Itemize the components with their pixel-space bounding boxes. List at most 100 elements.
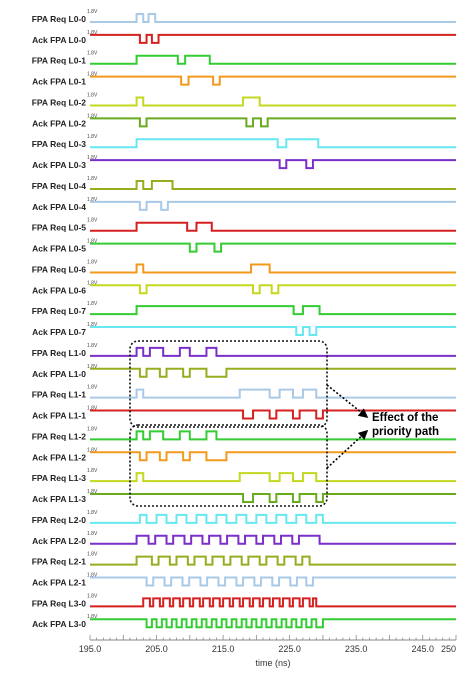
signal-label: FPA Req L0-2	[32, 97, 87, 107]
signal-label: Ack FPA L1-0	[32, 369, 86, 379]
voltage-label: 1.8V	[87, 385, 98, 391]
waveform-line	[90, 75, 456, 86]
waveform-line	[90, 326, 456, 337]
signal-label: Ack FPA L1-2	[32, 452, 86, 462]
x-tick-label: 215.0	[212, 644, 235, 654]
waveform-line	[90, 200, 456, 211]
waveform-line	[90, 534, 456, 545]
waveform-line	[90, 305, 456, 316]
signal-label: FPA Req L2-1	[32, 557, 87, 567]
waveform-line	[90, 576, 456, 587]
signal-row: FPA Req L0-31.8V	[32, 134, 456, 149]
voltage-label: 1.8V	[87, 593, 98, 599]
voltage-label: 1.8V	[87, 322, 98, 328]
voltage-label: 1.8V	[87, 113, 98, 119]
signal-label: FPA Req L0-7	[32, 306, 87, 316]
signal-row: Ack FPA L2-01.8V	[32, 531, 456, 546]
x-axis: 195.0 205.0 215.0 225.0 235.0 245.0 250	[79, 635, 457, 654]
annotation-line-2: priority path	[372, 426, 439, 438]
x-tick-label: 235.0	[345, 644, 368, 654]
voltage-label: 1.8V	[87, 155, 98, 161]
signal-row: FPA Req L2-01.8V	[32, 510, 456, 525]
voltage-label: 1.8V	[87, 343, 98, 349]
voltage-label: 1.8V	[87, 239, 98, 245]
signal-row: FPA Req L0-71.8V	[32, 301, 456, 316]
signal-row: FPA Req L0-11.8V	[32, 51, 456, 66]
voltage-label: 1.8V	[87, 552, 98, 558]
waveform-line	[90, 493, 456, 504]
voltage-label: 1.8V	[87, 30, 98, 36]
signal-label: Ack FPA L1-1	[32, 411, 86, 421]
waveform-line	[90, 409, 456, 420]
x-axis-label: time (ns)	[255, 658, 290, 668]
waveform-line	[90, 618, 456, 629]
signal-label: FPA Req L1-0	[32, 348, 87, 358]
signal-row: Ack FPA L0-01.8V	[32, 30, 456, 45]
waveform-line	[90, 451, 456, 462]
signal-row: Ack FPA L0-51.8V	[32, 239, 456, 254]
x-tick-label: 205.0	[145, 644, 168, 654]
voltage-label: 1.8V	[87, 614, 98, 620]
signal-row: Ack FPA L0-61.8V	[32, 280, 456, 295]
highlight-box-l1-2	[129, 424, 328, 507]
signal-label: FPA Req L2-0	[32, 515, 87, 525]
voltage-label: 1.8V	[87, 134, 98, 140]
voltage-label: 1.8V	[87, 489, 98, 495]
highlight-box-l1-0	[129, 340, 328, 428]
signal-label: Ack FPA L3-0	[32, 619, 86, 629]
signal-row: FPA Req L2-11.8V	[32, 552, 456, 567]
waveform-line	[90, 159, 456, 170]
signal-label: Ack FPA L1-3	[32, 494, 86, 504]
signal-row: FPA Req L0-21.8V	[32, 92, 456, 107]
signal-label: FPA Req L0-5	[32, 223, 87, 233]
signal-label: Ack FPA L0-3	[32, 160, 86, 170]
signal-row: Ack FPA L1-31.8V	[32, 489, 456, 504]
signal-row: FPA Req L0-51.8V	[32, 218, 456, 233]
voltage-label: 1.8V	[87, 72, 98, 78]
voltage-label: 1.8V	[87, 468, 98, 474]
signal-label: FPA Req L1-2	[32, 431, 87, 441]
signal-label: Ack FPA L0-7	[32, 327, 86, 337]
signal-row: Ack FPA L2-11.8V	[32, 572, 456, 587]
signal-label: FPA Req L1-1	[32, 390, 87, 400]
voltage-label: 1.8V	[87, 280, 98, 286]
x-tick-label: 245.0	[411, 644, 434, 654]
signal-label: Ack FPA L0-1	[32, 77, 86, 87]
signal-label: Ack FPA L0-6	[32, 285, 86, 295]
signal-label: FPA Req L0-0	[32, 14, 87, 24]
voltage-label: 1.8V	[87, 9, 98, 15]
waveform-line	[90, 54, 456, 65]
waveform-line	[90, 367, 456, 378]
voltage-label: 1.8V	[87, 197, 98, 203]
waveform-line	[90, 263, 456, 274]
voltage-label: 1.8V	[87, 572, 98, 578]
signal-row: FPA Req L1-01.8V	[32, 343, 456, 358]
signal-row: FPA Req L0-61.8V	[32, 259, 456, 274]
waveform-line	[90, 117, 456, 128]
waveform-line	[90, 555, 456, 566]
signal-label: Ack FPA L0-5	[32, 244, 86, 254]
signal-row: Ack FPA L0-41.8V	[32, 197, 456, 212]
waveform-line	[90, 179, 456, 190]
waveform-line	[90, 472, 456, 483]
waveform-line	[90, 221, 456, 232]
waveform-line	[90, 430, 456, 441]
annotation-arrow-lower	[326, 429, 369, 469]
signal-row: FPA Req L1-31.8V	[32, 468, 456, 483]
voltage-label: 1.8V	[87, 259, 98, 265]
waveform-line	[90, 96, 456, 107]
voltage-label: 1.8V	[87, 406, 98, 412]
voltage-label: 1.8V	[87, 364, 98, 370]
voltage-label: 1.8V	[87, 531, 98, 537]
signal-label: FPA Req L0-4	[32, 181, 87, 191]
signal-label: Ack FPA L0-4	[32, 202, 86, 212]
signal-label: FPA Req L0-1	[32, 56, 87, 66]
signal-label: FPA Req L1-3	[32, 473, 87, 483]
signal-label: FPA Req L3-0	[32, 598, 87, 608]
signal-row: FPA Req L0-01.8V	[32, 9, 456, 24]
annotation-line-1: Effect of the	[372, 412, 438, 424]
voltage-label: 1.8V	[87, 510, 98, 516]
x-tick-label: 195.0	[79, 644, 102, 654]
waveform-line	[90, 242, 456, 253]
